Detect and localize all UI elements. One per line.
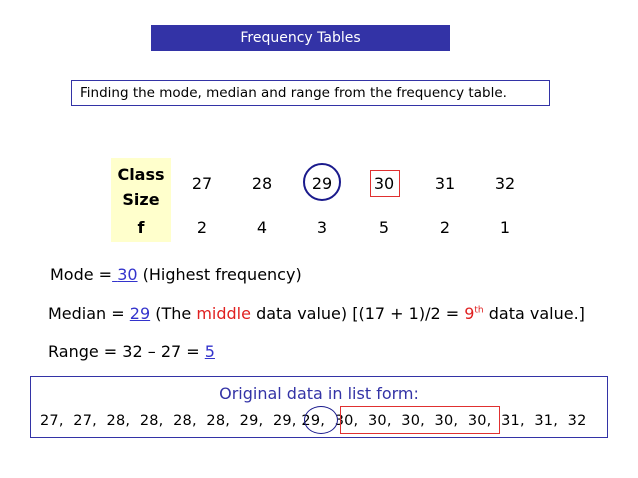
class-header-cell bbox=[111, 158, 171, 242]
size-label: Size bbox=[122, 190, 160, 209]
median-prefix: Median = bbox=[48, 304, 125, 323]
mode-prefix: Mode = bbox=[50, 265, 113, 284]
median-part3: data value.] bbox=[488, 304, 585, 323]
freq-cell: 1 bbox=[499, 218, 511, 237]
size-cell: 27 bbox=[191, 174, 213, 193]
mode-box-marker bbox=[370, 170, 400, 197]
mode-value: 30 bbox=[117, 265, 138, 284]
median-value: 29 bbox=[129, 304, 151, 323]
range-value: 5 bbox=[204, 342, 215, 361]
freq-cell: 2 bbox=[439, 218, 451, 237]
freq-cell: 5 bbox=[378, 218, 390, 237]
median-line: Median = 29 (The middle data value) [(17… bbox=[48, 304, 585, 323]
size-cell: 32 bbox=[494, 174, 516, 193]
median-part2: data value) [(17 + 1)/2 = bbox=[256, 304, 460, 323]
subtitle-box: Finding the mode, median and range from … bbox=[71, 80, 550, 106]
size-cell: 30 bbox=[373, 174, 395, 193]
title-banner: Frequency Tables bbox=[151, 25, 450, 51]
median-middle-word: middle bbox=[196, 304, 251, 323]
list-median-circle bbox=[304, 406, 338, 434]
median-circle-marker bbox=[303, 163, 341, 201]
freq-cell: 3 bbox=[316, 218, 328, 237]
median-position: 9th bbox=[464, 304, 484, 323]
size-cell: 31 bbox=[434, 174, 456, 193]
list-mode-box bbox=[340, 406, 500, 434]
freq-cell: 2 bbox=[196, 218, 208, 237]
mode-suffix: (Highest frequency) bbox=[142, 265, 302, 284]
original-data-box bbox=[30, 376, 608, 438]
class-label: Class bbox=[117, 165, 165, 184]
subtitle-text: Finding the mode, median and range from … bbox=[80, 85, 507, 101]
range-prefix: Range = 32 – 27 = bbox=[48, 342, 200, 361]
f-label: f bbox=[137, 218, 145, 237]
mode-line: Mode = 30 (Highest frequency) bbox=[50, 265, 302, 284]
size-cell: 28 bbox=[251, 174, 273, 193]
median-part1: (The bbox=[155, 304, 192, 323]
freq-cell: 4 bbox=[256, 218, 268, 237]
original-data-title: Original data in list form: bbox=[219, 384, 419, 403]
range-line: Range = 32 – 27 = 5 bbox=[48, 342, 215, 361]
